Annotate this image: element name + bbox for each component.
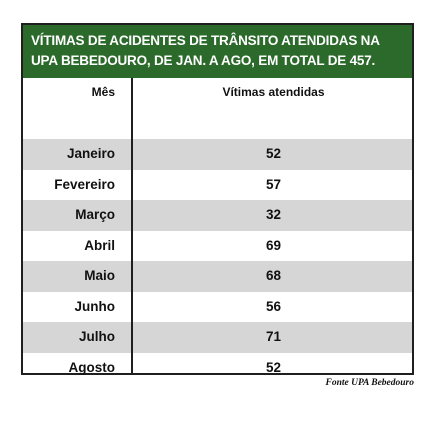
table-row: Março 32 xyxy=(23,200,412,231)
victims-cell: 32 xyxy=(265,207,282,222)
table-row: Maio 68 xyxy=(23,261,412,292)
table-row: Fevereiro 57 xyxy=(23,170,412,201)
table-row: Abril 69 xyxy=(23,231,412,262)
victims-cell: 56 xyxy=(265,298,282,314)
victims-cell: 52 xyxy=(265,359,282,375)
table-row: Julho 71 xyxy=(23,322,412,353)
title-line-2: UPA BEBEDOURO, DE JAN. A AGO, EM TOTAL D… xyxy=(31,53,376,68)
month-cell: Março xyxy=(75,207,115,222)
table-frame: VÍTIMAS DE ACIDENTES DE TRÂNSITO ATENDID… xyxy=(21,23,414,375)
victims-cell: 57 xyxy=(265,176,282,192)
column-divider xyxy=(131,78,133,373)
month-cell: Maio xyxy=(84,268,115,283)
table-body: Mês Vítimas atendidas Janeiro 52 Fevereiro… xyxy=(23,78,412,375)
month-cell: Abril xyxy=(84,237,115,253)
title-line-1: VÍTIMAS DE ACIDENTES DE TRÂNSITO ATENDID… xyxy=(31,33,380,48)
table-row: Junho 56 xyxy=(23,292,412,323)
table-row: Janeiro 52 xyxy=(23,139,412,170)
month-cell: Julho xyxy=(79,329,115,344)
victims-cell: 68 xyxy=(265,268,282,283)
victims-cell: 52 xyxy=(265,146,282,161)
month-cell: Fevereiro xyxy=(54,176,115,192)
table-row: Agosto 52 xyxy=(23,353,412,384)
month-cell: Janeiro xyxy=(66,146,115,161)
table-title: VÍTIMAS DE ACIDENTES DE TRÂNSITO ATENDID… xyxy=(23,25,412,78)
victims-cell: 71 xyxy=(265,329,282,344)
column-header-victims: Vítimas atendidas xyxy=(222,85,325,99)
source-credit: Fonte UPA Bebedouro xyxy=(325,378,415,388)
month-cell: Junho xyxy=(74,298,116,314)
month-cell: Agosto xyxy=(68,359,116,375)
victims-cell: 69 xyxy=(265,237,282,253)
column-header-month: Mês xyxy=(91,85,115,99)
